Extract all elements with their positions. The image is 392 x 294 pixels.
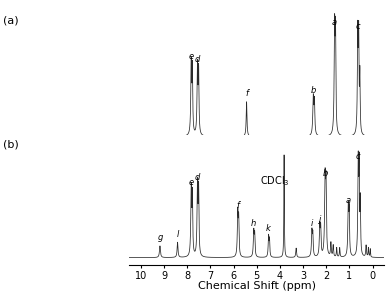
- Text: c: c: [356, 152, 361, 161]
- Text: g: g: [157, 233, 163, 243]
- Text: l: l: [176, 230, 179, 239]
- Text: CDCl$_3$: CDCl$_3$: [260, 174, 290, 188]
- Text: d: d: [195, 173, 200, 182]
- Text: h: h: [251, 220, 256, 228]
- Text: i: i: [311, 220, 313, 228]
- Text: a: a: [332, 18, 337, 27]
- Text: a: a: [346, 196, 351, 205]
- Text: c: c: [356, 22, 360, 31]
- Text: f: f: [245, 89, 248, 98]
- Text: f: f: [236, 201, 239, 210]
- Text: b: b: [322, 169, 328, 178]
- Text: j: j: [319, 215, 321, 224]
- Text: e: e: [189, 52, 194, 61]
- Text: b: b: [310, 86, 316, 95]
- Text: (a): (a): [3, 16, 18, 26]
- Text: d: d: [195, 55, 200, 64]
- Text: k: k: [266, 224, 271, 233]
- Text: e: e: [189, 178, 194, 186]
- Text: (b): (b): [3, 139, 18, 149]
- Text: Chemical Shift (ppm): Chemical Shift (ppm): [198, 281, 316, 291]
